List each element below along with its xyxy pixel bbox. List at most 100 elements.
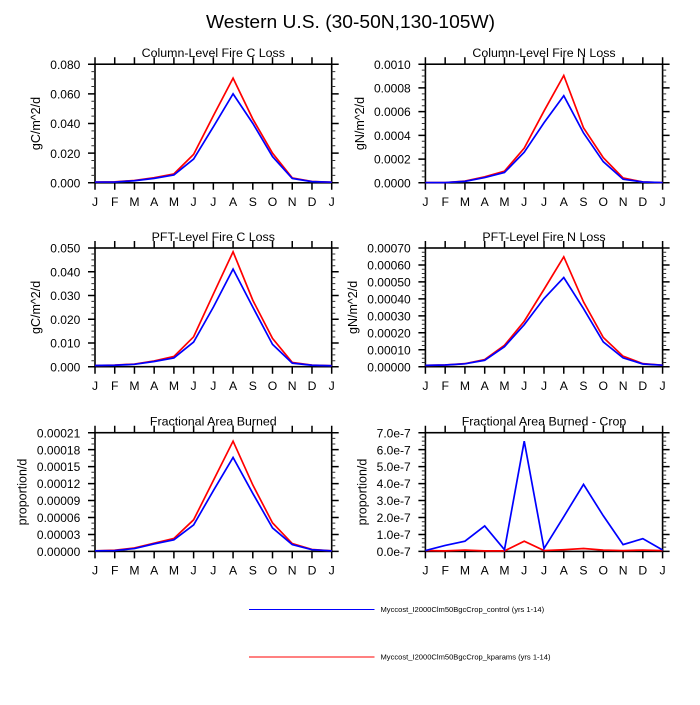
svg-text:gN/m^2/d: gN/m^2/d <box>346 281 360 334</box>
svg-text:M: M <box>129 379 139 393</box>
svg-text:J: J <box>329 195 335 209</box>
svg-text:0.0000: 0.0000 <box>374 176 411 190</box>
svg-text:J: J <box>92 195 98 209</box>
svg-text:gC/m^2/d: gC/m^2/d <box>29 281 43 334</box>
svg-text:0.00006: 0.00006 <box>37 511 81 525</box>
svg-text:3.0e-7: 3.0e-7 <box>377 494 411 508</box>
svg-text:N: N <box>619 564 628 578</box>
svg-text:J: J <box>210 379 216 393</box>
svg-text:0.00018: 0.00018 <box>37 443 81 457</box>
svg-text:J: J <box>191 379 197 393</box>
svg-text:0.040: 0.040 <box>50 265 80 279</box>
svg-text:F: F <box>441 195 448 209</box>
svg-text:5.0e-7: 5.0e-7 <box>377 460 411 474</box>
svg-text:A: A <box>229 195 238 209</box>
svg-text:J: J <box>660 379 666 393</box>
svg-text:0.000: 0.000 <box>50 360 80 374</box>
svg-text:0.00050: 0.00050 <box>367 276 411 290</box>
svg-text:J: J <box>210 564 216 578</box>
svg-text:S: S <box>249 379 257 393</box>
svg-text:J: J <box>329 564 335 578</box>
svg-text:S: S <box>579 564 587 578</box>
svg-text:0.060: 0.060 <box>50 88 80 102</box>
svg-text:S: S <box>579 379 587 393</box>
svg-text:O: O <box>599 379 608 393</box>
svg-text:1.0e-7: 1.0e-7 <box>377 528 411 542</box>
svg-text:gN/m^2/d: gN/m^2/d <box>353 97 367 150</box>
svg-text:4.0e-7: 4.0e-7 <box>377 477 411 491</box>
svg-text:O: O <box>599 564 608 578</box>
svg-text:proportion/d: proportion/d <box>355 459 369 526</box>
svg-text:J: J <box>422 195 428 209</box>
svg-text:0.00040: 0.00040 <box>367 293 411 307</box>
svg-text:0.00010: 0.00010 <box>367 343 411 357</box>
svg-text:0.00021: 0.00021 <box>37 426 81 440</box>
svg-text:0.010: 0.010 <box>50 337 80 351</box>
svg-text:Column-Level Fire C Loss: Column-Level Fire C Loss <box>142 46 285 60</box>
svg-text:S: S <box>249 564 257 578</box>
svg-text:J: J <box>521 564 527 578</box>
svg-text:0.00020: 0.00020 <box>367 326 411 340</box>
svg-text:J: J <box>92 379 98 393</box>
svg-text:F: F <box>441 379 448 393</box>
svg-text:Myccost_I2000Clm50BgcCrop_cont: Myccost_I2000Clm50BgcCrop_control (yrs 1… <box>381 605 545 614</box>
svg-text:0.00000: 0.00000 <box>37 545 81 559</box>
svg-text:Fractional Area Burned - Crop: Fractional Area Burned - Crop <box>462 415 627 429</box>
svg-text:0.00000: 0.00000 <box>367 360 411 374</box>
svg-text:2.0e-7: 2.0e-7 <box>377 511 411 525</box>
svg-text:A: A <box>150 379 159 393</box>
svg-text:F: F <box>111 564 118 578</box>
svg-text:0.00003: 0.00003 <box>37 528 81 542</box>
svg-text:J: J <box>541 379 547 393</box>
svg-text:J: J <box>521 379 527 393</box>
svg-text:0.080: 0.080 <box>50 58 80 72</box>
svg-text:D: D <box>638 564 647 578</box>
svg-text:0.0002: 0.0002 <box>374 153 411 167</box>
svg-text:0.0010: 0.0010 <box>374 58 411 72</box>
svg-text:J: J <box>329 379 335 393</box>
svg-text:O: O <box>599 195 608 209</box>
svg-text:M: M <box>129 195 139 209</box>
svg-text:M: M <box>460 379 470 393</box>
svg-text:0.0006: 0.0006 <box>374 105 411 119</box>
svg-text:0.00060: 0.00060 <box>367 259 411 273</box>
svg-text:7.0e-7: 7.0e-7 <box>377 426 411 440</box>
svg-text:J: J <box>660 564 666 578</box>
svg-text:Western U.S. (30-50N,130-105W): Western U.S. (30-50N,130-105W) <box>206 11 495 32</box>
svg-text:D: D <box>638 195 647 209</box>
svg-text:O: O <box>268 195 277 209</box>
svg-text:F: F <box>111 195 118 209</box>
svg-text:0.00070: 0.00070 <box>367 242 411 256</box>
svg-text:0.030: 0.030 <box>50 289 80 303</box>
svg-text:J: J <box>210 195 216 209</box>
svg-text:0.0e-7: 0.0e-7 <box>377 545 411 559</box>
svg-text:0.00030: 0.00030 <box>367 309 411 323</box>
svg-text:PFT-Level Fire C Loss: PFT-Level Fire C Loss <box>152 230 275 244</box>
svg-text:J: J <box>660 195 666 209</box>
svg-text:D: D <box>308 195 317 209</box>
svg-text:gC/m^2/d: gC/m^2/d <box>29 97 43 150</box>
svg-text:A: A <box>481 379 490 393</box>
svg-text:N: N <box>619 379 628 393</box>
svg-text:M: M <box>499 195 509 209</box>
svg-text:0.020: 0.020 <box>50 313 80 327</box>
svg-text:A: A <box>560 379 569 393</box>
svg-text:O: O <box>268 564 277 578</box>
svg-text:0.000: 0.000 <box>50 176 80 190</box>
svg-text:A: A <box>150 195 159 209</box>
svg-text:J: J <box>521 195 527 209</box>
svg-text:M: M <box>460 195 470 209</box>
svg-text:0.050: 0.050 <box>50 242 80 256</box>
svg-text:D: D <box>308 379 317 393</box>
svg-text:A: A <box>481 195 490 209</box>
svg-text:proportion/d: proportion/d <box>16 459 30 526</box>
svg-text:O: O <box>268 379 277 393</box>
svg-text:M: M <box>169 379 179 393</box>
svg-text:S: S <box>249 195 257 209</box>
svg-text:N: N <box>619 195 628 209</box>
svg-text:J: J <box>422 564 428 578</box>
svg-text:PFT-Level Fire N Loss: PFT-Level Fire N Loss <box>482 230 605 244</box>
svg-text:M: M <box>499 564 509 578</box>
svg-text:J: J <box>541 195 547 209</box>
svg-text:M: M <box>169 195 179 209</box>
